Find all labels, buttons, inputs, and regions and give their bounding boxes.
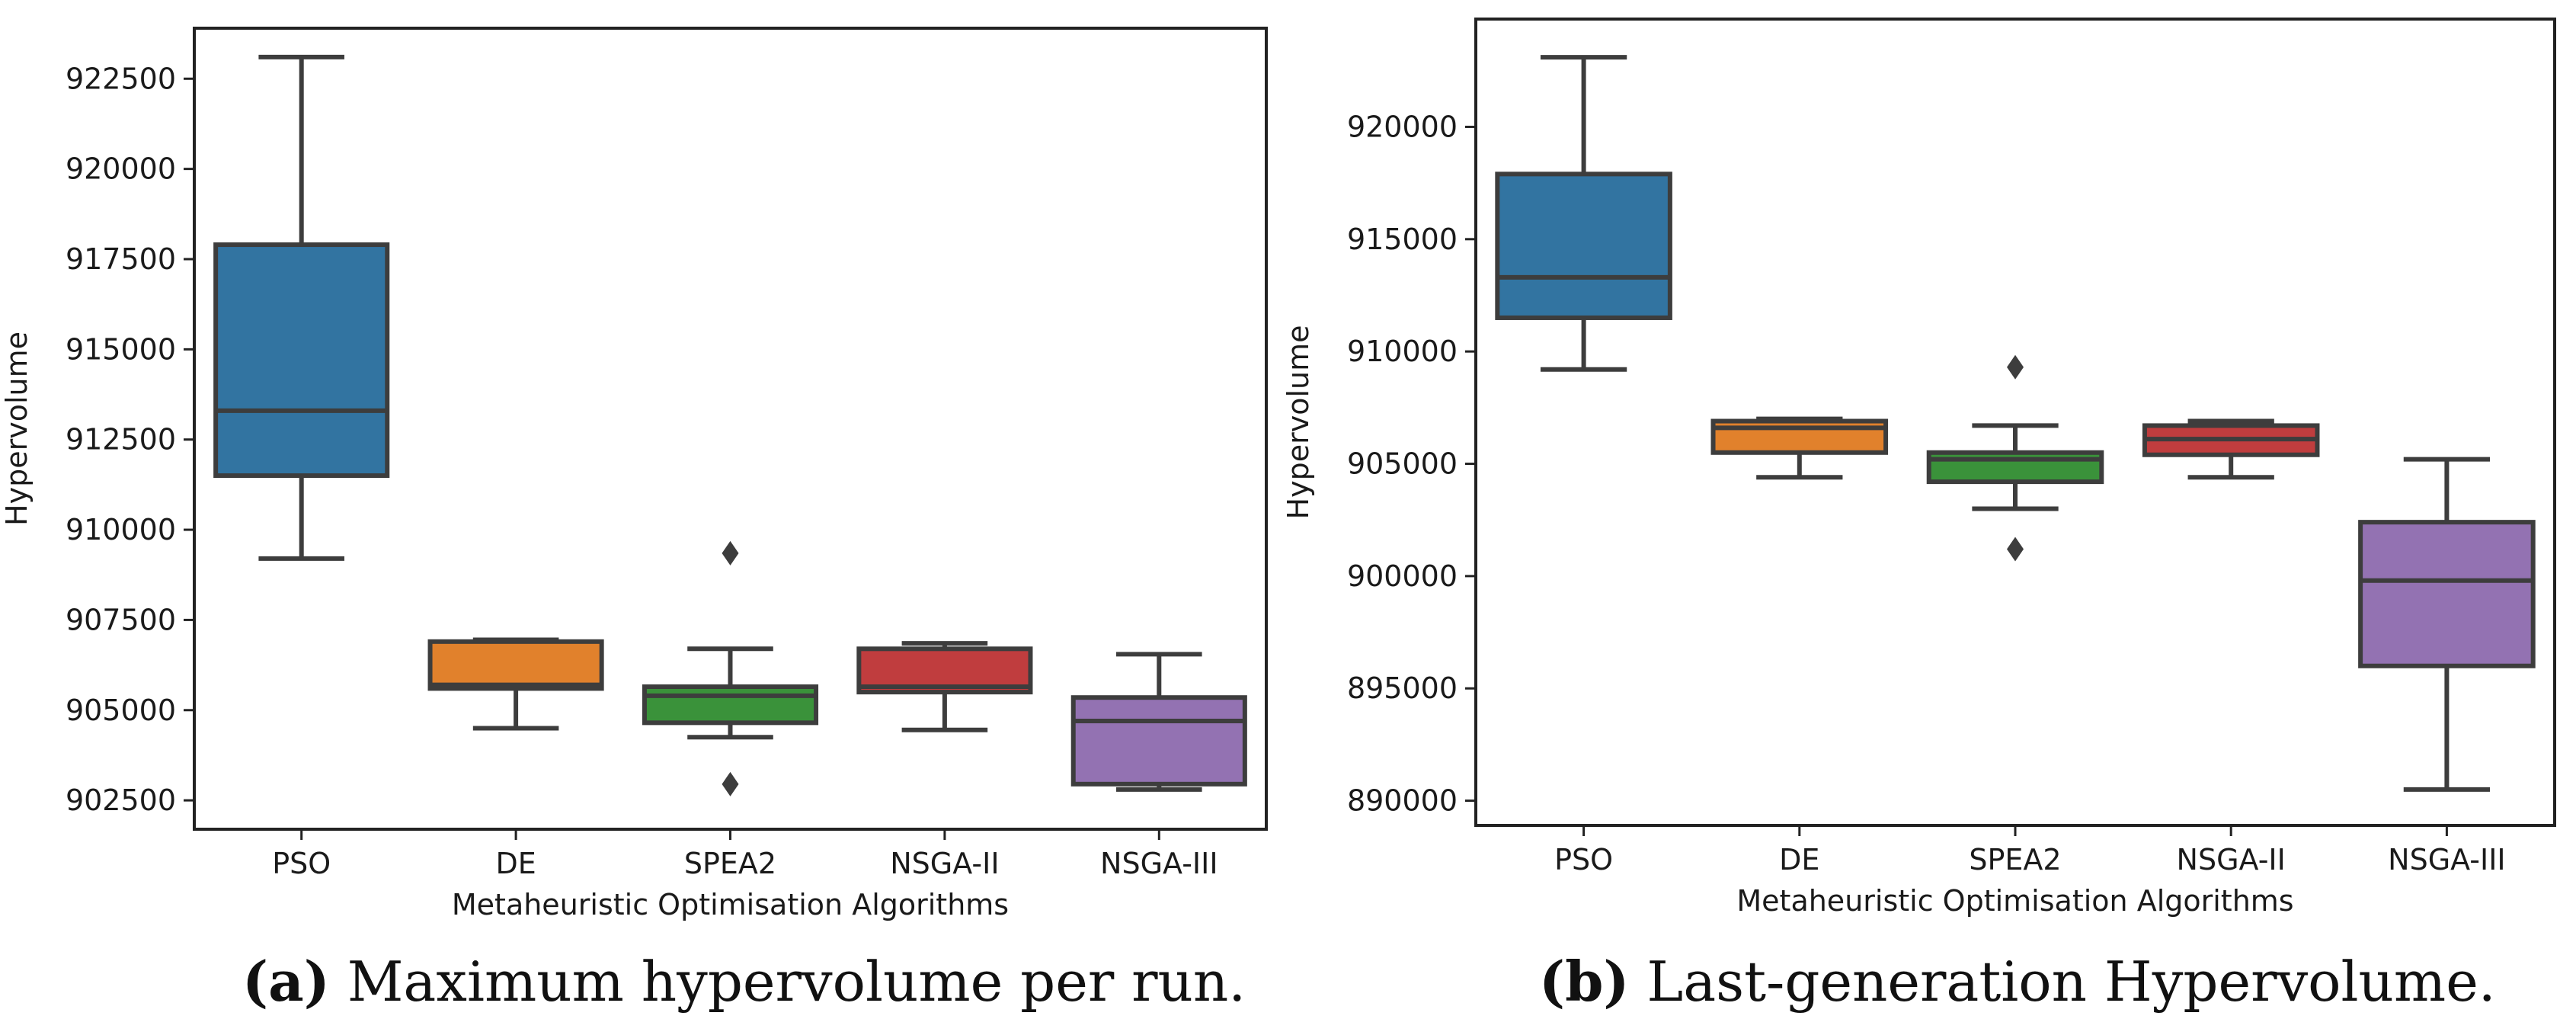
- panel-a-xtick-label: SPEA2: [684, 847, 776, 880]
- caption-b-text: Last-generation Hypervolume.: [1646, 950, 2496, 1014]
- panel-b-box-nsga-iii: [2358, 457, 2536, 792]
- panel-b-box-pso-iqr: [1495, 171, 1672, 320]
- panel-a-ylabel: Hypervolume: [0, 332, 34, 526]
- panel-a-xlabel: Metaheuristic Optimisation Algorithms: [452, 888, 1009, 921]
- panel-a-ytick-label: 920000: [66, 152, 176, 186]
- panel-a-box-nsga-iii: [1070, 652, 1247, 792]
- panel-b-ytick-label: 905000: [1347, 447, 1458, 481]
- panel-a-ytick-label: 907500: [66, 603, 176, 636]
- panel-a-ytick-label: 902500: [66, 783, 176, 817]
- panel-a-xtick-label: PSO: [272, 847, 331, 880]
- panel-b-box-spea2-outlier: [2007, 354, 2024, 380]
- panel-b-box-nsga-iii-iqr: [2358, 520, 2536, 668]
- panel-b-ytick-label: 920000: [1347, 110, 1458, 143]
- panel-b-box-spea2-outlier: [2007, 537, 2024, 562]
- panel-b-ytick-label: 910000: [1347, 335, 1458, 368]
- panel-a-box-nsga-iii-iqr: [1070, 695, 1247, 787]
- caption-b: (b) Last-generation Hypervolume.: [1539, 949, 2496, 1014]
- panel-b: 890000 895000 900000 905000 910000 915000 9200…: [1282, 18, 2556, 918]
- panel-a-ytick-label: 910000: [66, 513, 176, 546]
- panel-a-box-pso: [213, 54, 390, 561]
- panel-a-ytick-label: 915000: [66, 332, 176, 366]
- panel-b-xtick-label: DE: [1779, 843, 1819, 876]
- panel-a-ytick-label: 922500: [66, 62, 176, 95]
- panel-a-box-spea2-iqr: [642, 684, 819, 726]
- panel-a-box-de-iqr: [427, 639, 604, 691]
- panel-a-box-spea2-outlier: [722, 771, 739, 796]
- panel-a-box-nsga-ii: [856, 641, 1033, 732]
- panel-a-box-de: [427, 637, 604, 731]
- panel-a-xtick-label: DE: [495, 847, 536, 880]
- panel-a-box-spea2-outlier: [722, 540, 739, 566]
- panel-a-box-spea2: [642, 540, 819, 796]
- panel-a-xtick-label: NSGA-III: [1100, 847, 1218, 880]
- panel-b-ytick-label: 915000: [1347, 223, 1458, 256]
- panel-b-ytick-label: 900000: [1347, 559, 1458, 593]
- panel-a-xtick-label: NSGA-II: [890, 847, 999, 880]
- panel-b-ylabel: Hypervolume: [1282, 325, 1315, 520]
- caption-a: (a) Maximum hypervolume per run.: [242, 949, 1246, 1014]
- panel-a: 902500 905000 907500 910000 912500 915000 9175…: [0, 27, 1268, 921]
- panel-b-xtick-label: SPEA2: [1969, 843, 2061, 876]
- panel-b-xlabel: Metaheuristic Optimisation Algorithms: [1736, 884, 2293, 918]
- panel-b-box-spea2-iqr: [1926, 450, 2104, 485]
- panel-b-box-de: [1710, 416, 1889, 480]
- panel-b-xtick-label: PSO: [1554, 843, 1613, 876]
- panel-b-xtick-label: NSGA-II: [2177, 843, 2286, 876]
- panel-b-ytick-label: 890000: [1347, 784, 1458, 818]
- caption-a-label: (a): [242, 949, 330, 1014]
- panel-a-ytick-label: 905000: [66, 694, 176, 727]
- caption-b-label: (b): [1539, 949, 1630, 1014]
- panel-a-ytick-label: 912500: [66, 423, 176, 457]
- panel-b-box-pso: [1495, 55, 1672, 372]
- panel-b-ytick-label: 895000: [1347, 671, 1458, 705]
- panel-a-ytick-label: 917500: [66, 242, 176, 276]
- panel-b-xtick-label: NSGA-III: [2388, 843, 2506, 876]
- panel-b-plot-frame: [1474, 18, 2556, 827]
- caption-a-text: Maximum hypervolume per run.: [347, 950, 1246, 1014]
- panel-b-box-spea2: [1926, 354, 2104, 562]
- panel-a-box-pso-iqr: [213, 242, 390, 479]
- panel-b-box-nsga-ii: [2142, 418, 2320, 480]
